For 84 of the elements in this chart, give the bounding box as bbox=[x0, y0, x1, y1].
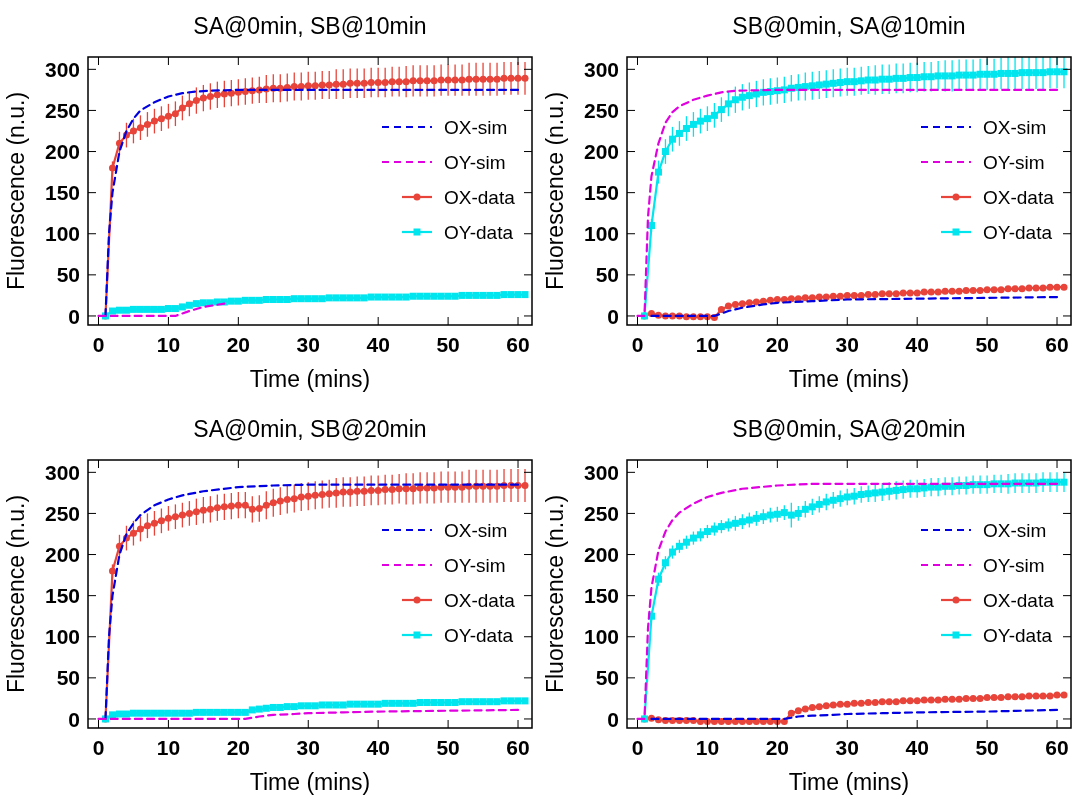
y-tick-label: 200 bbox=[583, 140, 619, 164]
x-tick-label: 20 bbox=[765, 736, 790, 759]
y-tick-label: 250 bbox=[44, 502, 80, 525]
y-tick-label: 0 bbox=[607, 707, 619, 731]
x-tick-label: 50 bbox=[975, 333, 999, 356]
chart-title: SB@0min, SA@20min bbox=[732, 416, 966, 442]
x-tick-label: 60 bbox=[1045, 333, 1069, 356]
x-tick-label: 30 bbox=[835, 736, 859, 759]
x-tick-label: 50 bbox=[436, 333, 460, 356]
x-tick-label: 40 bbox=[905, 333, 929, 356]
y-tick-label: 100 bbox=[44, 222, 80, 246]
y-tick-label: 250 bbox=[44, 99, 80, 122]
y-tick-label: 0 bbox=[68, 304, 80, 328]
y-tick-label: 300 bbox=[583, 57, 619, 81]
legend-label: OY-data bbox=[983, 624, 1053, 646]
legend-label: OX-sim bbox=[983, 519, 1047, 541]
y-axis-title: Fluorescence (n.u.) bbox=[3, 91, 29, 291]
x-tick-label: 40 bbox=[366, 333, 390, 356]
y-tick-label: 200 bbox=[583, 543, 619, 567]
legend-label: OY-data bbox=[444, 221, 514, 243]
y-tick-label: 150 bbox=[583, 181, 619, 205]
y-tick-label: 100 bbox=[583, 222, 619, 246]
x-tick-label: 20 bbox=[226, 736, 251, 759]
x-tick-label: 20 bbox=[765, 333, 790, 356]
y-tick-label: 50 bbox=[56, 263, 80, 287]
legend-label: OY-data bbox=[983, 221, 1053, 243]
y-tick-label: 50 bbox=[595, 263, 619, 287]
y-tick-label: 100 bbox=[44, 625, 80, 649]
x-tick-label: 10 bbox=[156, 333, 181, 356]
x-axis-title: Time (mins) bbox=[249, 366, 371, 392]
y-tick-label: 0 bbox=[607, 304, 619, 328]
x-tick-label: 50 bbox=[436, 736, 460, 759]
x-tick-label: 10 bbox=[695, 736, 720, 759]
y-tick-label: 250 bbox=[583, 502, 619, 525]
y-tick-label: 50 bbox=[595, 666, 619, 690]
legend-label: OY-sim bbox=[983, 554, 1045, 576]
x-tick-label: 30 bbox=[296, 736, 320, 759]
y-tick-label: 250 bbox=[583, 99, 619, 122]
x-axis-title: Time (mins) bbox=[249, 769, 371, 795]
legend-label: OY-data bbox=[444, 624, 514, 646]
x-tick-label: 0 bbox=[92, 736, 105, 759]
legend-label: OY-sim bbox=[444, 151, 506, 173]
x-axis-title: Time (mins) bbox=[788, 366, 910, 392]
legend-label: OY-sim bbox=[983, 151, 1045, 173]
y-axis-title: Fluorescence (n.u.) bbox=[542, 494, 568, 694]
legend-label: OX-sim bbox=[444, 116, 508, 138]
x-tick-label: 30 bbox=[835, 333, 859, 356]
chart-title: SA@0min, SB@20min bbox=[193, 416, 427, 442]
y-tick-label: 300 bbox=[44, 460, 80, 484]
legend-label: OX-data bbox=[983, 589, 1055, 611]
y-tick-label: 50 bbox=[56, 666, 80, 690]
legend-label: OX-data bbox=[444, 186, 516, 208]
y-tick-label: 200 bbox=[44, 543, 80, 567]
x-tick-label: 40 bbox=[366, 736, 390, 759]
chart-title: SA@0min, SB@10min bbox=[193, 13, 427, 39]
x-tick-label: 60 bbox=[1045, 736, 1069, 759]
legend-label: OX-data bbox=[444, 589, 516, 611]
x-tick-label: 50 bbox=[975, 736, 999, 759]
x-tick-label: 0 bbox=[92, 333, 105, 356]
legend-label: OX-sim bbox=[983, 116, 1047, 138]
x-tick-label: 0 bbox=[631, 736, 644, 759]
x-tick-label: 60 bbox=[506, 333, 530, 356]
legend-label: OX-sim bbox=[444, 519, 508, 541]
chart-title: SB@0min, SA@10min bbox=[732, 13, 966, 39]
x-tick-label: 10 bbox=[156, 736, 181, 759]
y-tick-label: 100 bbox=[583, 625, 619, 649]
x-tick-label: 20 bbox=[226, 333, 251, 356]
y-tick-label: 150 bbox=[583, 584, 619, 608]
legend-label: OX-data bbox=[983, 186, 1055, 208]
y-tick-label: 150 bbox=[44, 181, 80, 205]
y-axis-title: Fluorescence (n.u.) bbox=[3, 494, 29, 694]
y-axis-title: Fluorescence (n.u.) bbox=[542, 91, 568, 291]
legend-label: OY-sim bbox=[444, 554, 506, 576]
x-tick-label: 40 bbox=[905, 736, 929, 759]
x-tick-label: 10 bbox=[695, 333, 720, 356]
y-tick-label: 200 bbox=[44, 140, 80, 164]
x-tick-label: 30 bbox=[296, 333, 320, 356]
y-tick-label: 0 bbox=[68, 707, 80, 731]
x-axis-title: Time (mins) bbox=[788, 769, 910, 795]
y-tick-label: 300 bbox=[44, 57, 80, 81]
x-tick-label: 0 bbox=[631, 333, 644, 356]
y-tick-label: 300 bbox=[583, 460, 619, 484]
x-tick-label: 60 bbox=[506, 736, 530, 759]
y-tick-label: 150 bbox=[44, 584, 80, 608]
